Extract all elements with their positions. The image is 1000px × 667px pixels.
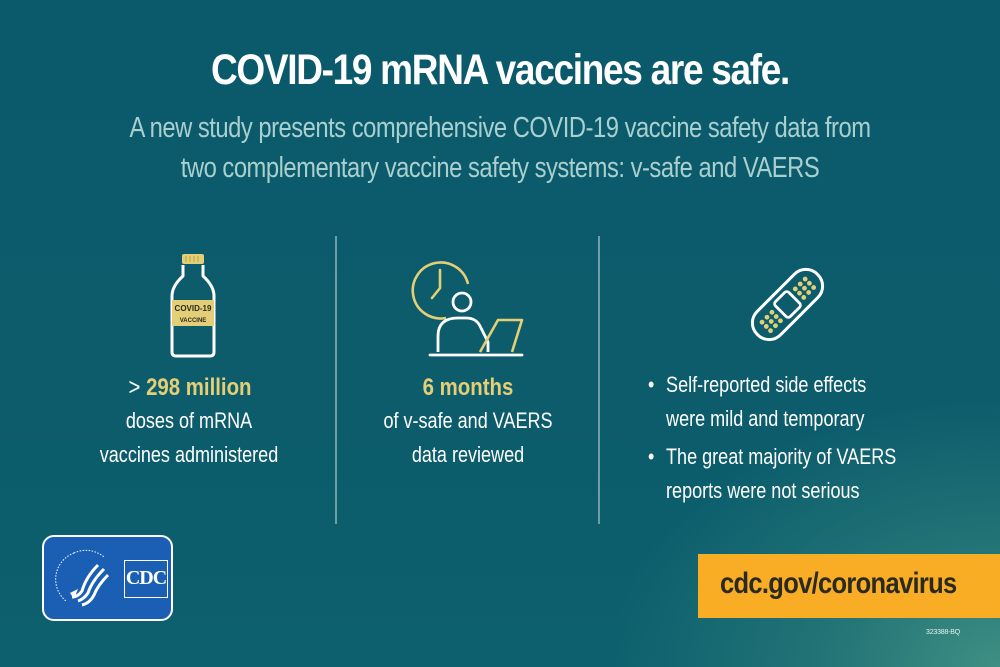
bullet-1-line-1: Self-reported side effects: [666, 372, 867, 397]
doses-highlight: > 298 million: [63, 374, 318, 402]
cdc-url-link[interactable]: cdc.gov/coronavirus: [720, 567, 957, 600]
vaccine-bottle-icon: COVID-19 VACCINE: [170, 254, 216, 358]
bullet-2-line-2: reports were not serious: [666, 478, 860, 503]
doses-text-line-1: doses of mRNA: [125, 408, 253, 433]
bullet-item: Self-reported side effects were mild and…: [648, 368, 894, 436]
page-title: COVID-19 mRNA vaccines are safe.: [210, 46, 790, 94]
bandage-icon: [750, 267, 825, 342]
column-divider-2: [598, 236, 600, 524]
bullet-item: The great majority of VAERS reports were…: [648, 440, 897, 508]
doses-description: doses of mRNA vaccines administered: [66, 404, 312, 472]
cdc-logo[interactable]: CDC: [42, 535, 173, 621]
column-divider-1: [335, 236, 337, 524]
subtitle-line-2: two complementary vaccine safety systems…: [180, 152, 820, 184]
side-effects-list: Self-reported side effects were mild and…: [648, 368, 948, 512]
svg-text:VACCINE: VACCINE: [180, 318, 207, 324]
cdc-logo-text: CDC: [124, 560, 168, 598]
doses-text-line-2: vaccines administered: [99, 442, 279, 467]
hhs-eagle-icon: [55, 549, 110, 607]
cdc-url-banner[interactable]: cdc.gov/coronavirus: [698, 554, 1000, 618]
months-text-line-2: data reviewed: [411, 442, 525, 467]
bullet-2-line-1: The great majority of VAERS: [666, 444, 897, 469]
greater-than-sign: >: [128, 374, 141, 401]
person-clock-laptop-icon: [411, 261, 524, 357]
subtitle: A new study presents comprehensive COVID…: [90, 108, 910, 188]
document-code: 323388-BQ: [926, 629, 961, 636]
subtitle-line-1: A new study presents comprehensive COVID…: [129, 112, 871, 144]
svg-text:COVID-19: COVID-19: [175, 304, 212, 313]
doses-count: 298 million: [146, 374, 252, 401]
months-description: of v-safe and VAERS data reviewed: [345, 404, 591, 472]
months-text-line-1: of v-safe and VAERS: [383, 408, 553, 433]
bullet-1-line-2: were mild and temporary: [666, 406, 865, 431]
months-highlight: 6 months: [422, 374, 514, 401]
